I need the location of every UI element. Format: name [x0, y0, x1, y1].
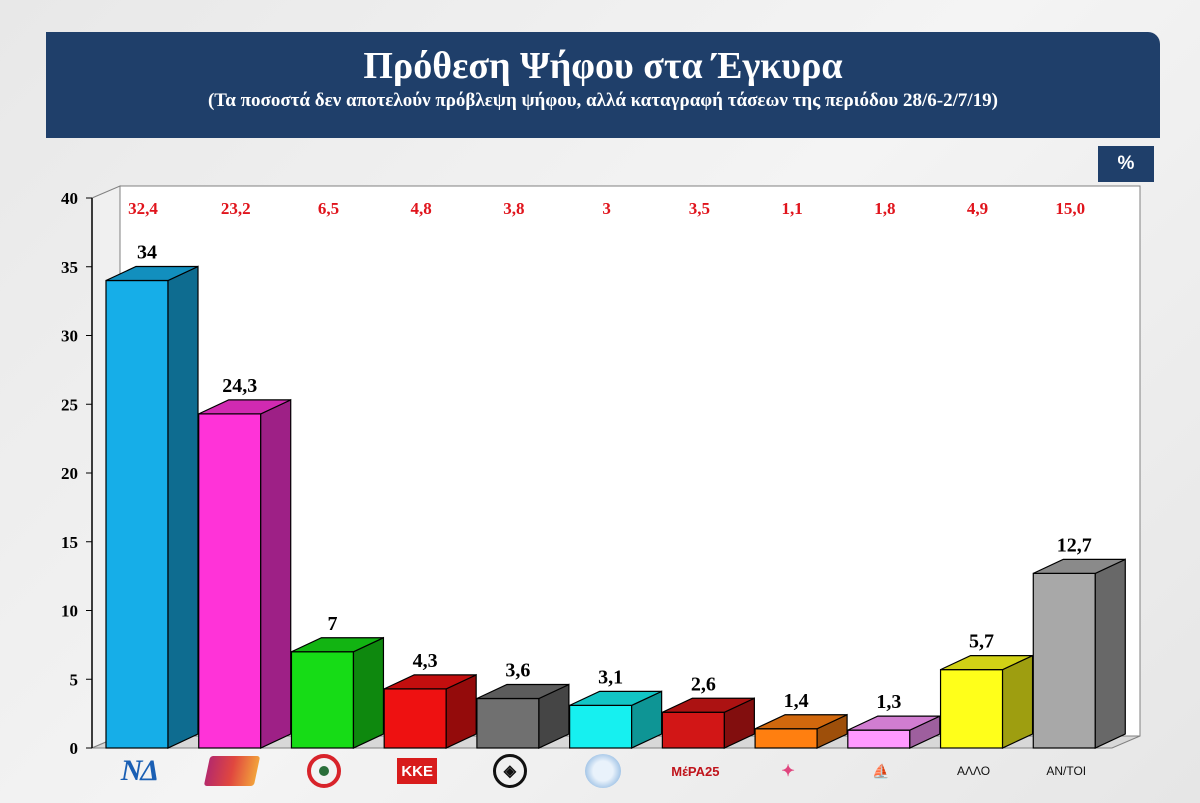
previous-value-label: 15,0 — [1055, 199, 1085, 218]
ke-logo-icon: ✦ — [759, 750, 817, 792]
kke-logo-mark: ΚΚΕ — [397, 758, 438, 784]
previous-value-label: 1,8 — [874, 199, 895, 218]
bar — [198, 413, 262, 749]
bar-top — [662, 697, 755, 713]
bar-value-label: 7 — [327, 613, 337, 635]
pe-logo-icon: ⛵ — [852, 750, 910, 792]
previous-value-label: 3,5 — [689, 199, 710, 218]
bar-top — [198, 399, 291, 415]
bar — [939, 669, 1004, 749]
header-banner: Πρόθεση Ψήφου στα Έγκυρα (Τα ποσοστά δεν… — [46, 32, 1160, 138]
x-tick-label: ΑΛΛΟ — [956, 764, 991, 778]
bar-top — [476, 683, 570, 700]
nd-logo-icon: ΝΔ — [110, 750, 168, 792]
bar-side — [1094, 558, 1126, 749]
ke-logo-mark: ✦ — [781, 763, 795, 780]
kke-logo-icon: ΚΚΕ — [388, 750, 446, 792]
bar-top — [1033, 558, 1126, 574]
bar — [290, 651, 355, 749]
bar — [754, 728, 818, 749]
nd-logo-mark: ΝΔ — [120, 754, 160, 787]
bar — [476, 697, 540, 749]
previous-value-label: 1,1 — [781, 199, 802, 218]
bar-top — [754, 714, 848, 730]
y-tick-label: 0 — [70, 739, 79, 758]
bar-value-label: 1,3 — [876, 691, 901, 713]
bar — [569, 704, 633, 749]
elliniki-lysi-logo-mark — [584, 754, 621, 788]
bar-value-label: 2,6 — [691, 673, 716, 695]
mera25-logo-mark: ΜέΡΑ25 — [671, 763, 720, 779]
y-tick-label: 5 — [70, 670, 79, 689]
bar-top — [291, 637, 384, 653]
y-tick-label: 10 — [61, 602, 78, 621]
xa-logo-mark: ◈ — [492, 754, 527, 788]
y-tick-label: 30 — [61, 327, 78, 346]
y-tick-label: 15 — [61, 533, 78, 552]
bar-side — [1001, 654, 1034, 749]
elliniki-lysi-logo-icon — [574, 750, 632, 792]
bar — [105, 279, 169, 749]
bar-value-label: 1,4 — [784, 690, 809, 712]
bar-top — [847, 715, 941, 731]
bar — [383, 688, 447, 749]
bar — [1032, 572, 1096, 749]
mera25-logo-icon: ΜέΡΑ25 — [666, 750, 724, 792]
y-tick-label: 25 — [61, 395, 78, 414]
bar-side — [260, 398, 292, 749]
bar-side — [167, 265, 199, 749]
pe-logo-mark: ⛵ — [872, 762, 890, 779]
bar-value-label: 12,7 — [1057, 534, 1092, 556]
xa-logo-icon: ◈ — [481, 750, 539, 792]
unit-badge: % — [1098, 146, 1154, 182]
previous-value-label: 4,8 — [411, 199, 432, 218]
bar-side — [352, 636, 385, 749]
bar-value-label: 24,3 — [222, 375, 257, 397]
bar-top — [569, 690, 662, 706]
previous-value-label: 23,2 — [221, 199, 251, 218]
bar-value-label: 4,3 — [413, 650, 438, 672]
previous-value-label: 4,9 — [967, 199, 988, 218]
bar — [661, 711, 725, 749]
previous-value-label: 3 — [602, 199, 611, 218]
chart-title: Πρόθεση Ψήφου στα Έγκυρα — [363, 45, 843, 87]
bar-value-label: 3,1 — [598, 666, 623, 688]
y-tick-label: 20 — [61, 464, 78, 483]
x-tick-label: ΑΝ/ΤΟΙ — [1046, 764, 1087, 778]
pasok-logo-mark — [307, 754, 342, 788]
y-tick-label: 35 — [61, 258, 78, 277]
previous-value-label: 3,8 — [503, 199, 524, 218]
previous-value-label: 32,4 — [128, 199, 158, 218]
syriza-logo-mark — [203, 756, 260, 786]
bar-top — [940, 655, 1033, 671]
y-tick-label: 40 — [61, 189, 78, 208]
bar-top — [105, 265, 199, 282]
bar-value-label: 5,7 — [969, 631, 994, 653]
bar-value-label: 34 — [137, 242, 157, 264]
syriza-logo-icon — [203, 750, 261, 792]
chart-subtitle: (Τα ποσοστά δεν αποτελούν πρόβλεψη ψήφου… — [207, 90, 999, 111]
previous-value-label: 6,5 — [318, 199, 339, 218]
bar — [847, 729, 911, 749]
bar-value-label: 3,6 — [505, 660, 530, 682]
pasok-logo-icon — [295, 750, 353, 792]
bar-top — [383, 674, 477, 690]
